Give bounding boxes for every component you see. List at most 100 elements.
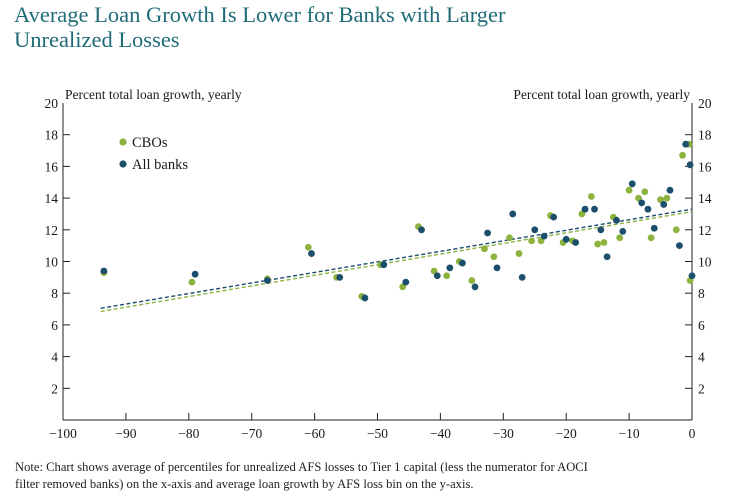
data-point: [518, 273, 526, 281]
data-point: [682, 140, 690, 148]
x-tick-label: −90: [115, 426, 136, 441]
data-point: [688, 272, 696, 280]
y-tick-label-left: 16: [45, 159, 59, 174]
data-point: [628, 180, 636, 188]
data-point: [361, 294, 369, 302]
data-point: [336, 273, 344, 281]
data-point: [443, 272, 451, 280]
data-point: [562, 235, 570, 243]
data-point: [641, 188, 649, 196]
data-point: [418, 226, 425, 234]
data-point: [686, 161, 694, 169]
data-point: [402, 278, 410, 286]
y-tick-label-right: 20: [698, 96, 712, 111]
chart-note-line-2: filter removed banks) on the x-axis and …: [15, 477, 474, 491]
y-tick-label-left: 18: [45, 128, 59, 143]
data-point: [619, 227, 627, 235]
data-point: [591, 205, 598, 213]
x-tick-label: −20: [556, 426, 577, 441]
data-point: [481, 245, 488, 253]
scatter-chart: −100 −90 −80 −70 −60 −50 −40 −30 −20 −10 02 24 46 68 8…: [45, 87, 712, 441]
data-point: [644, 205, 652, 213]
data-point: [672, 226, 680, 234]
data-point: [587, 193, 595, 200]
y-tick-label-right: 10: [698, 255, 712, 270]
x-tick-label: −30: [493, 426, 514, 441]
y-tick-label-left: 20: [45, 96, 59, 111]
y-tick-label-left: 10: [45, 255, 59, 270]
data-point: [647, 234, 655, 242]
data-point: [528, 237, 536, 245]
x-tick-label: −80: [178, 426, 199, 441]
legend: CBOs All banks: [119, 135, 188, 173]
y-tick-label-right: 2: [698, 381, 705, 396]
legend-marker: [119, 160, 127, 168]
y-axis-label-right: Percent total loan growth, yearly: [513, 87, 690, 102]
y-tick-label-right: 12: [698, 223, 712, 238]
data-point: [650, 224, 658, 232]
data-point: [471, 283, 479, 291]
data-point: [188, 278, 196, 286]
trend-line: [100, 210, 693, 313]
legend-marker: [119, 138, 127, 146]
data-point: [515, 250, 523, 257]
chart-title-line-1: Average Loan Growth Is Lower for Banks w…: [14, 2, 506, 27]
trend-line: [100, 208, 693, 309]
y-tick-label-left: 14: [45, 191, 59, 206]
data-point: [625, 186, 633, 194]
y-tick-label-right: 16: [698, 159, 712, 174]
chart-title: Average Loan Growth Is Lower for Banks w…: [14, 2, 714, 52]
y-tick-label-right: 14: [698, 191, 712, 206]
y-tick-label-right: 8: [698, 286, 705, 301]
data-point: [459, 259, 466, 267]
data-point: [594, 240, 602, 248]
data-point: [676, 242, 683, 250]
data-point: [600, 239, 608, 246]
data-point: [308, 250, 315, 257]
data-point: [380, 261, 388, 269]
data-point: [191, 270, 199, 278]
data-point: [304, 243, 312, 251]
chart-note: Note: Chart shows average of percentiles…: [15, 459, 730, 493]
x-tick-label: −70: [241, 426, 262, 441]
x-tick-label: −40: [430, 426, 451, 441]
data-point: [506, 234, 513, 242]
axis-ticks: −100 −90 −80 −70 −60 −50 −40 −30 −20 −10 02 24 46 68 8…: [45, 96, 712, 441]
data-point: [603, 253, 611, 261]
data-point: [468, 277, 476, 284]
data-point: [679, 151, 686, 159]
data-point: [433, 272, 441, 280]
x-tick-label: −100: [49, 426, 77, 441]
y-tick-label-left: 8: [51, 286, 58, 301]
data-point: [509, 210, 517, 218]
y-tick-label-left: 2: [51, 381, 58, 396]
data-point: [264, 277, 271, 284]
y-axis-label-left: Percent total loan growth, yearly: [65, 87, 242, 102]
data-point: [572, 239, 580, 246]
data-point: [666, 186, 674, 194]
data-point: [100, 267, 108, 275]
x-tick-label: −50: [367, 426, 388, 441]
y-tick-label-right: 6: [698, 318, 705, 333]
chart-title-line-2: Unrealized Losses: [14, 27, 180, 52]
data-point: [540, 232, 548, 240]
data-point: [616, 234, 624, 242]
data-point: [531, 226, 539, 234]
series-points: [100, 140, 696, 302]
series-points: [100, 140, 694, 300]
data-point: [660, 201, 668, 208]
data-point: [638, 199, 646, 207]
data-point: [446, 264, 454, 272]
y-tick-label-right: 18: [698, 128, 712, 143]
data-point: [581, 205, 589, 213]
data-point: [484, 229, 491, 237]
legend-label: CBOs: [132, 135, 168, 151]
x-tick-label: −10: [619, 426, 640, 441]
data-point: [493, 264, 501, 272]
data-point: [663, 194, 671, 202]
y-tick-label-left: 6: [51, 318, 58, 333]
y-tick-label-left: 4: [51, 350, 58, 365]
data-points: [100, 140, 696, 302]
x-tick-label: −60: [304, 426, 325, 441]
data-point: [597, 226, 605, 234]
